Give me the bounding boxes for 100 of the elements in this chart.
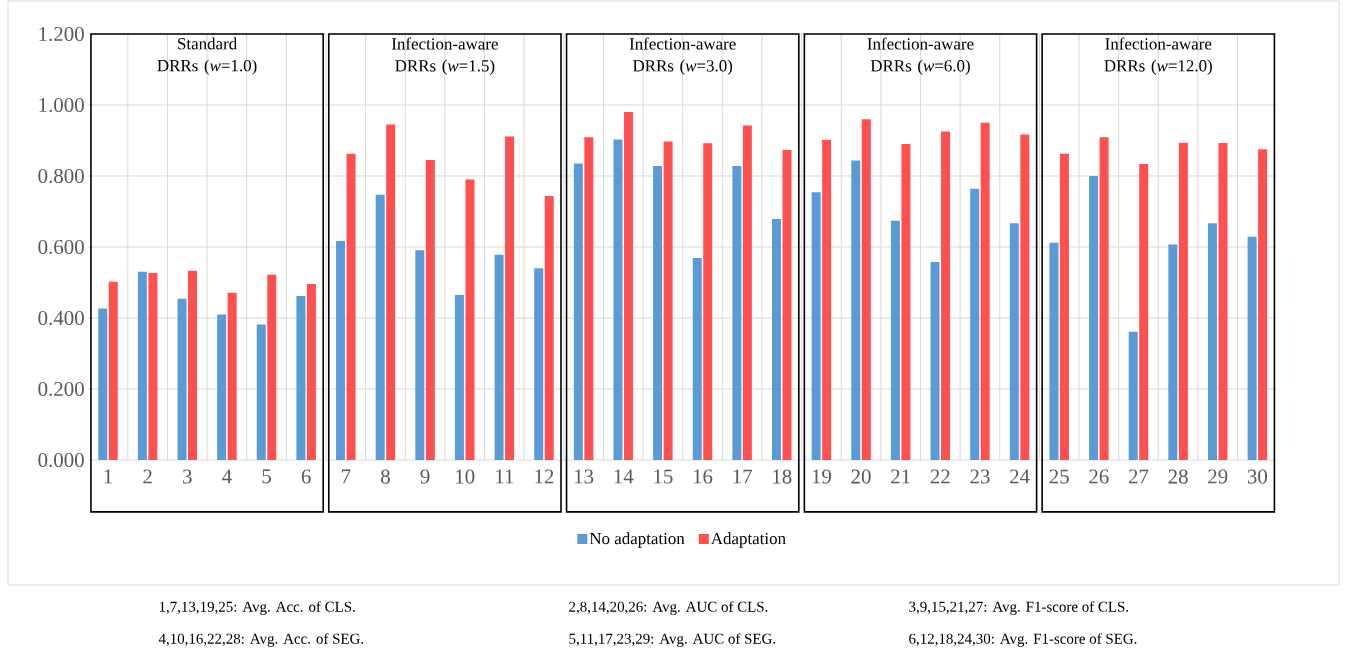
bar [653, 166, 663, 460]
bar [148, 272, 158, 460]
x-tick-label: 29 [1208, 469, 1228, 484]
bar [901, 144, 911, 460]
x-tick-label: 17 [733, 469, 752, 484]
annotation: Infection-aware DRRs (w=3.0) [629, 37, 736, 75]
bar [534, 268, 544, 460]
bar [584, 137, 594, 460]
bar [1128, 331, 1138, 460]
x-tick-label: 18 [773, 469, 792, 484]
x-tick-label: 9 [420, 469, 430, 484]
bar [505, 136, 515, 460]
bar [1207, 223, 1217, 460]
bar [663, 141, 673, 460]
text: 1,7,13,19,25: Avg. Acc. of CLS. [159, 601, 355, 615]
bar [1020, 134, 1030, 460]
bar [930, 261, 940, 460]
bar [415, 250, 425, 460]
bar [573, 163, 583, 460]
bar [851, 160, 861, 460]
x-tick-label: 16 [693, 469, 713, 484]
bar [1009, 223, 1019, 460]
bar [1168, 244, 1178, 460]
bar [1089, 176, 1099, 460]
bar [386, 124, 396, 460]
bar [454, 294, 464, 460]
x-tick-label: 14 [614, 469, 634, 484]
x-tick-label: 20 [851, 469, 871, 484]
x-tick-label: 23 [970, 469, 990, 484]
bar [1059, 153, 1069, 460]
text: 5,11,17,23,29: Avg. AUC of SEG. [569, 633, 776, 647]
y-tick-label: 0.200 [38, 381, 84, 397]
bar [811, 192, 821, 460]
x-tick-label: 2 [143, 469, 152, 484]
bar [375, 194, 385, 460]
bar [306, 283, 316, 460]
bar [742, 125, 752, 460]
bar [336, 240, 346, 460]
legend-label: No adaptation [589, 532, 685, 548]
bar [772, 218, 782, 460]
bar [1247, 236, 1257, 460]
y-tick-label: 1.200 [39, 26, 84, 42]
x-tick-label: 8 [381, 469, 390, 484]
x-tick-label: 19 [812, 469, 832, 484]
x-tick-label: 26 [1089, 469, 1109, 484]
bar [108, 281, 118, 460]
x-tick-label: 27 [1128, 469, 1149, 484]
x-tick-label: 30 [1247, 469, 1268, 484]
bar [1139, 163, 1149, 460]
annotation: Infection-aware DRRs (w=1.5) [391, 37, 498, 75]
text: 2,8,14,20,26: Avg. AUC of CLS. [569, 601, 768, 615]
bar [217, 314, 227, 460]
x-tick-label: 24 [1010, 469, 1030, 484]
bar [465, 179, 475, 460]
text: 3,9,15,21,27: Avg. F1-score of CLS. [909, 601, 1129, 615]
x-tick-label: 21 [891, 469, 910, 484]
bar [1258, 149, 1268, 460]
y-tick-label: 0.400 [38, 310, 84, 326]
bar [1099, 137, 1109, 460]
x-tick-label: 6 [301, 469, 311, 484]
bar [425, 160, 435, 460]
annotation: Infection-aware DRRs (w=12.0) [1104, 37, 1212, 75]
x-tick-label: 15 [654, 469, 673, 484]
bar [346, 153, 356, 460]
x-tick-label: 22 [930, 469, 950, 484]
x-tick-label: 13 [574, 469, 594, 484]
bar [137, 271, 147, 460]
x-tick-label: 5 [262, 469, 271, 484]
x-tick-label: 4 [222, 469, 232, 484]
x-tick-label: 10 [456, 469, 475, 484]
text: 6,12,18,24,30: Avg. F1-score of SEG. [909, 633, 1137, 647]
bar [703, 143, 713, 460]
bar [256, 324, 266, 460]
y-tick-label: 0.000 [38, 452, 84, 468]
x-tick-label: 28 [1168, 469, 1188, 484]
x-tick-label: 12 [535, 469, 554, 484]
bar [613, 139, 623, 460]
x-tick-label: 1 [104, 469, 112, 484]
x-tick-label: 7 [341, 469, 351, 484]
text: 4,10,16,22,28: Avg. Acc. of SEG. [158, 633, 364, 647]
bar [1178, 142, 1188, 460]
x-tick-label: 11 [496, 469, 514, 484]
bar [267, 274, 277, 460]
bar [1049, 242, 1059, 460]
bar [177, 298, 187, 460]
bar [227, 292, 237, 460]
y-tick-label: 1.000 [39, 97, 84, 113]
bar [941, 131, 951, 460]
x-tick-label: 25 [1049, 469, 1069, 484]
y-tick-label: 0.800 [38, 168, 84, 184]
bar [494, 254, 504, 460]
bar [188, 270, 198, 460]
bar [822, 139, 832, 460]
bar [1218, 142, 1228, 460]
bar [970, 188, 980, 460]
legend-label: Adaptation [710, 532, 786, 548]
y-tick-label: 0.600 [38, 239, 84, 255]
x-tick-label: 3 [183, 469, 192, 484]
bar [980, 122, 990, 460]
bar [623, 112, 633, 460]
